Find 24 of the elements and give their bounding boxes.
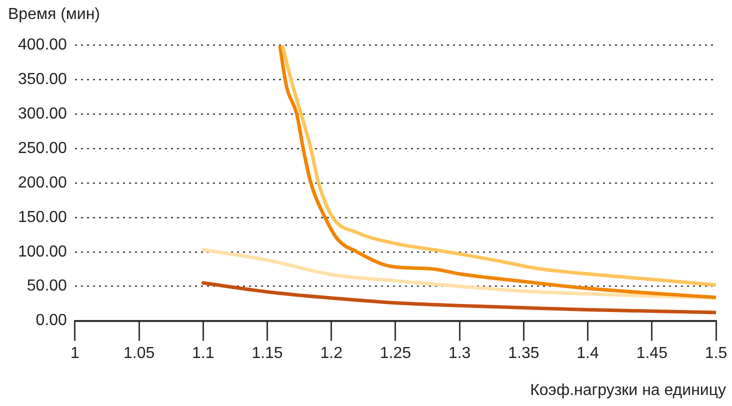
x-tick-label: 1.35 xyxy=(508,344,540,362)
line-series xyxy=(201,248,716,300)
x-tick-label: 1.4 xyxy=(576,344,600,362)
x-tick-label: 1 xyxy=(70,344,80,362)
y-tick-label: 50.00 xyxy=(26,278,68,295)
x-tick-label: 1.3 xyxy=(448,344,471,362)
y-tick-label: 0.00 xyxy=(36,312,68,330)
x-tick-label: 1.1 xyxy=(192,344,214,362)
x-tick-label: 1.05 xyxy=(123,344,155,362)
y-tick-label: 400.00 xyxy=(18,36,68,54)
y-tick-label: 300.00 xyxy=(18,105,68,122)
x-tick-label: 1.25 xyxy=(380,344,412,362)
x-tick-label: 1.45 xyxy=(636,344,668,362)
line-series xyxy=(201,281,716,314)
y-tick-label: 350.00 xyxy=(18,70,68,88)
x-axis-title: Коэф.нагрузки на единицу xyxy=(530,382,726,400)
y-tick-label: 100.00 xyxy=(18,243,68,260)
x-tick-label: 1.2 xyxy=(320,344,343,362)
y-tick-label: 250.00 xyxy=(18,140,68,157)
y-tick-label: 150.00 xyxy=(18,208,68,226)
y-tick-label: 200.00 xyxy=(18,174,68,192)
x-tick-label: 1.15 xyxy=(252,344,283,362)
y-axis-title: Время (мин) xyxy=(8,6,100,24)
x-tick-label: 1.5 xyxy=(704,344,728,362)
